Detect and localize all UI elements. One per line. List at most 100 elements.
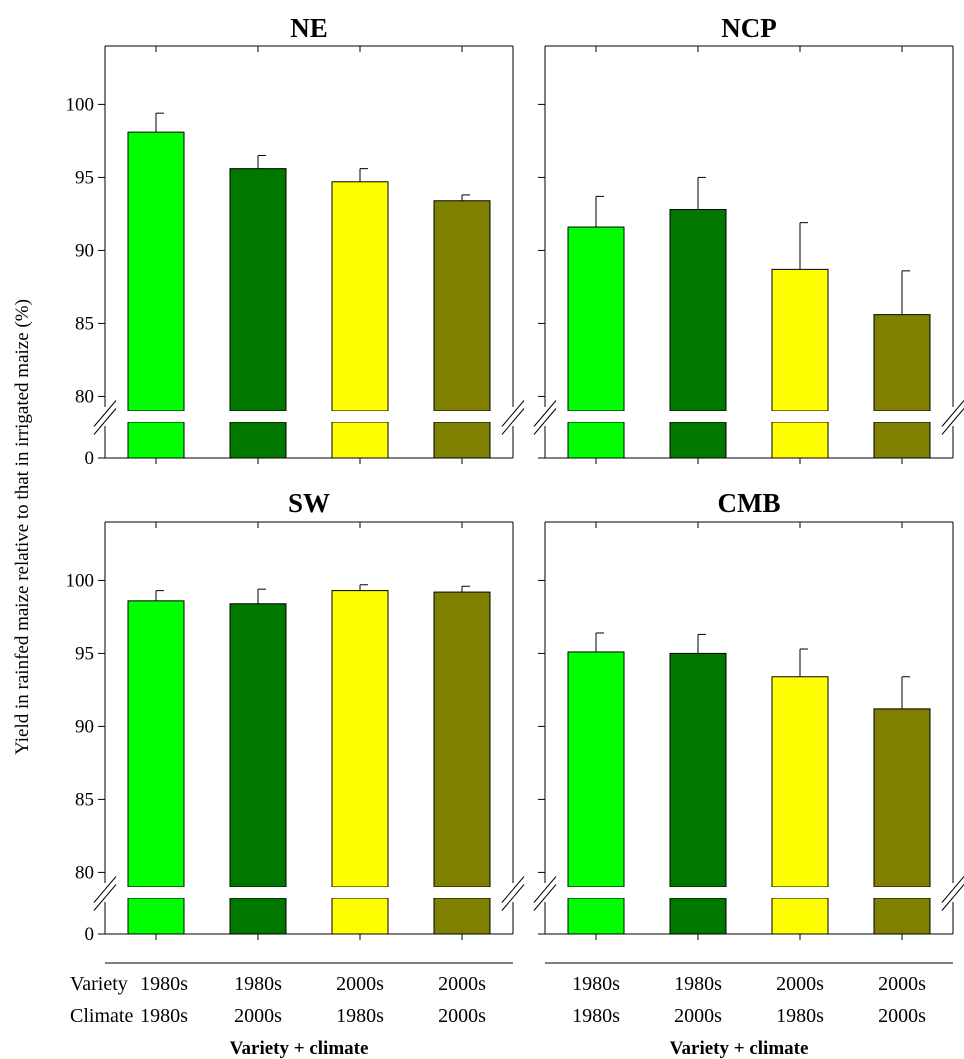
axis-break-gap: [566, 887, 626, 898]
panel-sw: SW 0 80 85 90 95 100 1980s 1980s 1980s 2000s 2000s 1…: [66, 488, 525, 1059]
category-label-variety: 1980s: [140, 973, 188, 995]
axis-break-gap: [770, 887, 830, 898]
bar-upper: [127, 600, 185, 888]
category-label-climate: 1980s: [572, 1005, 620, 1027]
axis-break-gap: [432, 887, 492, 898]
bar-lower: [127, 897, 185, 935]
y-tick-label: 0: [85, 924, 95, 945]
bar-upper: [127, 131, 185, 412]
axis-break-mark: [93, 884, 117, 911]
axis-break-mark: [533, 876, 557, 903]
panel-ne: NE 0 80 85 90 95 100: [66, 13, 525, 469]
axis-break-mark: [93, 400, 117, 427]
x-axis-label: Variety + climate: [230, 1038, 369, 1059]
bar-upper: [669, 209, 727, 412]
bar-upper: [331, 590, 389, 888]
axis-break-gap: [668, 887, 728, 898]
y-tick-label: 95: [75, 643, 94, 664]
category-label-climate: 2000s: [674, 1005, 722, 1027]
bar-upper: [771, 676, 829, 888]
axis-break-gap: [330, 411, 390, 422]
bar-upper: [873, 708, 931, 888]
bar-upper: [229, 168, 287, 412]
bar-lower: [127, 421, 185, 459]
axis-break-gap: [872, 411, 932, 422]
y-tick-label: 100: [66, 94, 95, 115]
category-label-climate: 1980s: [776, 1005, 824, 1027]
category-label-variety: 2000s: [878, 973, 926, 995]
panels: NE 0 80 85 90 95 100 NCP SW 0 80 85 90 95 100 1980s 1980…: [66, 13, 964, 1059]
axis-break-mark: [533, 400, 557, 427]
y-tick-label: 100: [66, 570, 95, 591]
category-label-variety: 2000s: [438, 973, 486, 995]
axis-break-gap: [126, 887, 186, 898]
category-label-climate: 1980s: [140, 1005, 188, 1027]
panel-title: SW: [288, 488, 330, 518]
bar-lower: [567, 897, 625, 935]
bar-lower: [229, 421, 287, 459]
bar-upper: [669, 652, 727, 888]
bar-lower: [669, 421, 727, 459]
category-label-climate: 1980s: [336, 1005, 384, 1027]
bar-upper: [771, 268, 829, 412]
axis-break-gap: [330, 887, 390, 898]
axis-break-mark: [941, 400, 964, 427]
bar-lower: [433, 421, 491, 459]
axis-break-gap: [228, 411, 288, 422]
axis-break-mark: [533, 408, 557, 435]
axis-break-gap: [770, 411, 830, 422]
axis-break-mark: [501, 408, 525, 435]
x-axis-label: Variety + climate: [670, 1038, 809, 1059]
y-tick-label: 80: [75, 386, 94, 407]
y-tick-label: 0: [85, 448, 95, 469]
category-label-variety: 1980s: [674, 973, 722, 995]
bar-upper: [873, 314, 931, 412]
axis-break-mark: [941, 884, 964, 911]
axis-break-mark: [533, 884, 557, 911]
y-tick-label: 90: [75, 240, 94, 261]
row-label-climate: Climate: [70, 1005, 133, 1027]
axis-break-gap: [668, 411, 728, 422]
axis-break-gap: [566, 411, 626, 422]
bar-lower: [567, 421, 625, 459]
axis-break-mark: [93, 876, 117, 903]
bar-upper: [433, 200, 491, 412]
axis-break-mark: [941, 876, 964, 903]
y-axis-label: Yield in rainfed maize relative to that …: [12, 299, 33, 755]
panel-title: NE: [290, 13, 328, 43]
bar-upper: [331, 181, 389, 412]
category-label-climate: 2000s: [234, 1005, 282, 1027]
panel-title: CMB: [718, 488, 781, 518]
bar-lower: [669, 897, 727, 935]
bar-lower: [873, 897, 931, 935]
bar-lower: [771, 421, 829, 459]
axis-break-mark: [93, 408, 117, 435]
bar-lower: [433, 897, 491, 935]
panel-title: NCP: [721, 13, 777, 43]
y-tick-label: 80: [75, 862, 94, 883]
panel-ncp: NCP: [533, 13, 964, 464]
axis-break-gap: [228, 887, 288, 898]
axis-break-mark: [501, 884, 525, 911]
axis-break-gap: [432, 411, 492, 422]
bar-lower: [229, 897, 287, 935]
bar-upper: [567, 226, 625, 412]
panel-cmb: CMB 1980s 1980s 1980s 2000s 2000s 1980s 2000s 20…: [533, 488, 964, 1059]
axis-break-mark: [501, 400, 525, 427]
bar-lower: [771, 897, 829, 935]
bar-lower: [331, 421, 389, 459]
category-label-variety: 2000s: [336, 973, 384, 995]
y-tick-label: 85: [75, 313, 94, 334]
bar-upper: [433, 591, 491, 888]
axis-break-gap: [126, 411, 186, 422]
y-tick-label: 95: [75, 167, 94, 188]
y-tick-label: 90: [75, 716, 94, 737]
category-label-variety: 1980s: [234, 973, 282, 995]
category-label-climate: 2000s: [878, 1005, 926, 1027]
category-label-variety: 1980s: [572, 973, 620, 995]
bar-lower: [873, 421, 931, 459]
axis-break-gap: [872, 887, 932, 898]
bar-upper: [229, 603, 287, 888]
y-tick-label: 85: [75, 789, 94, 810]
